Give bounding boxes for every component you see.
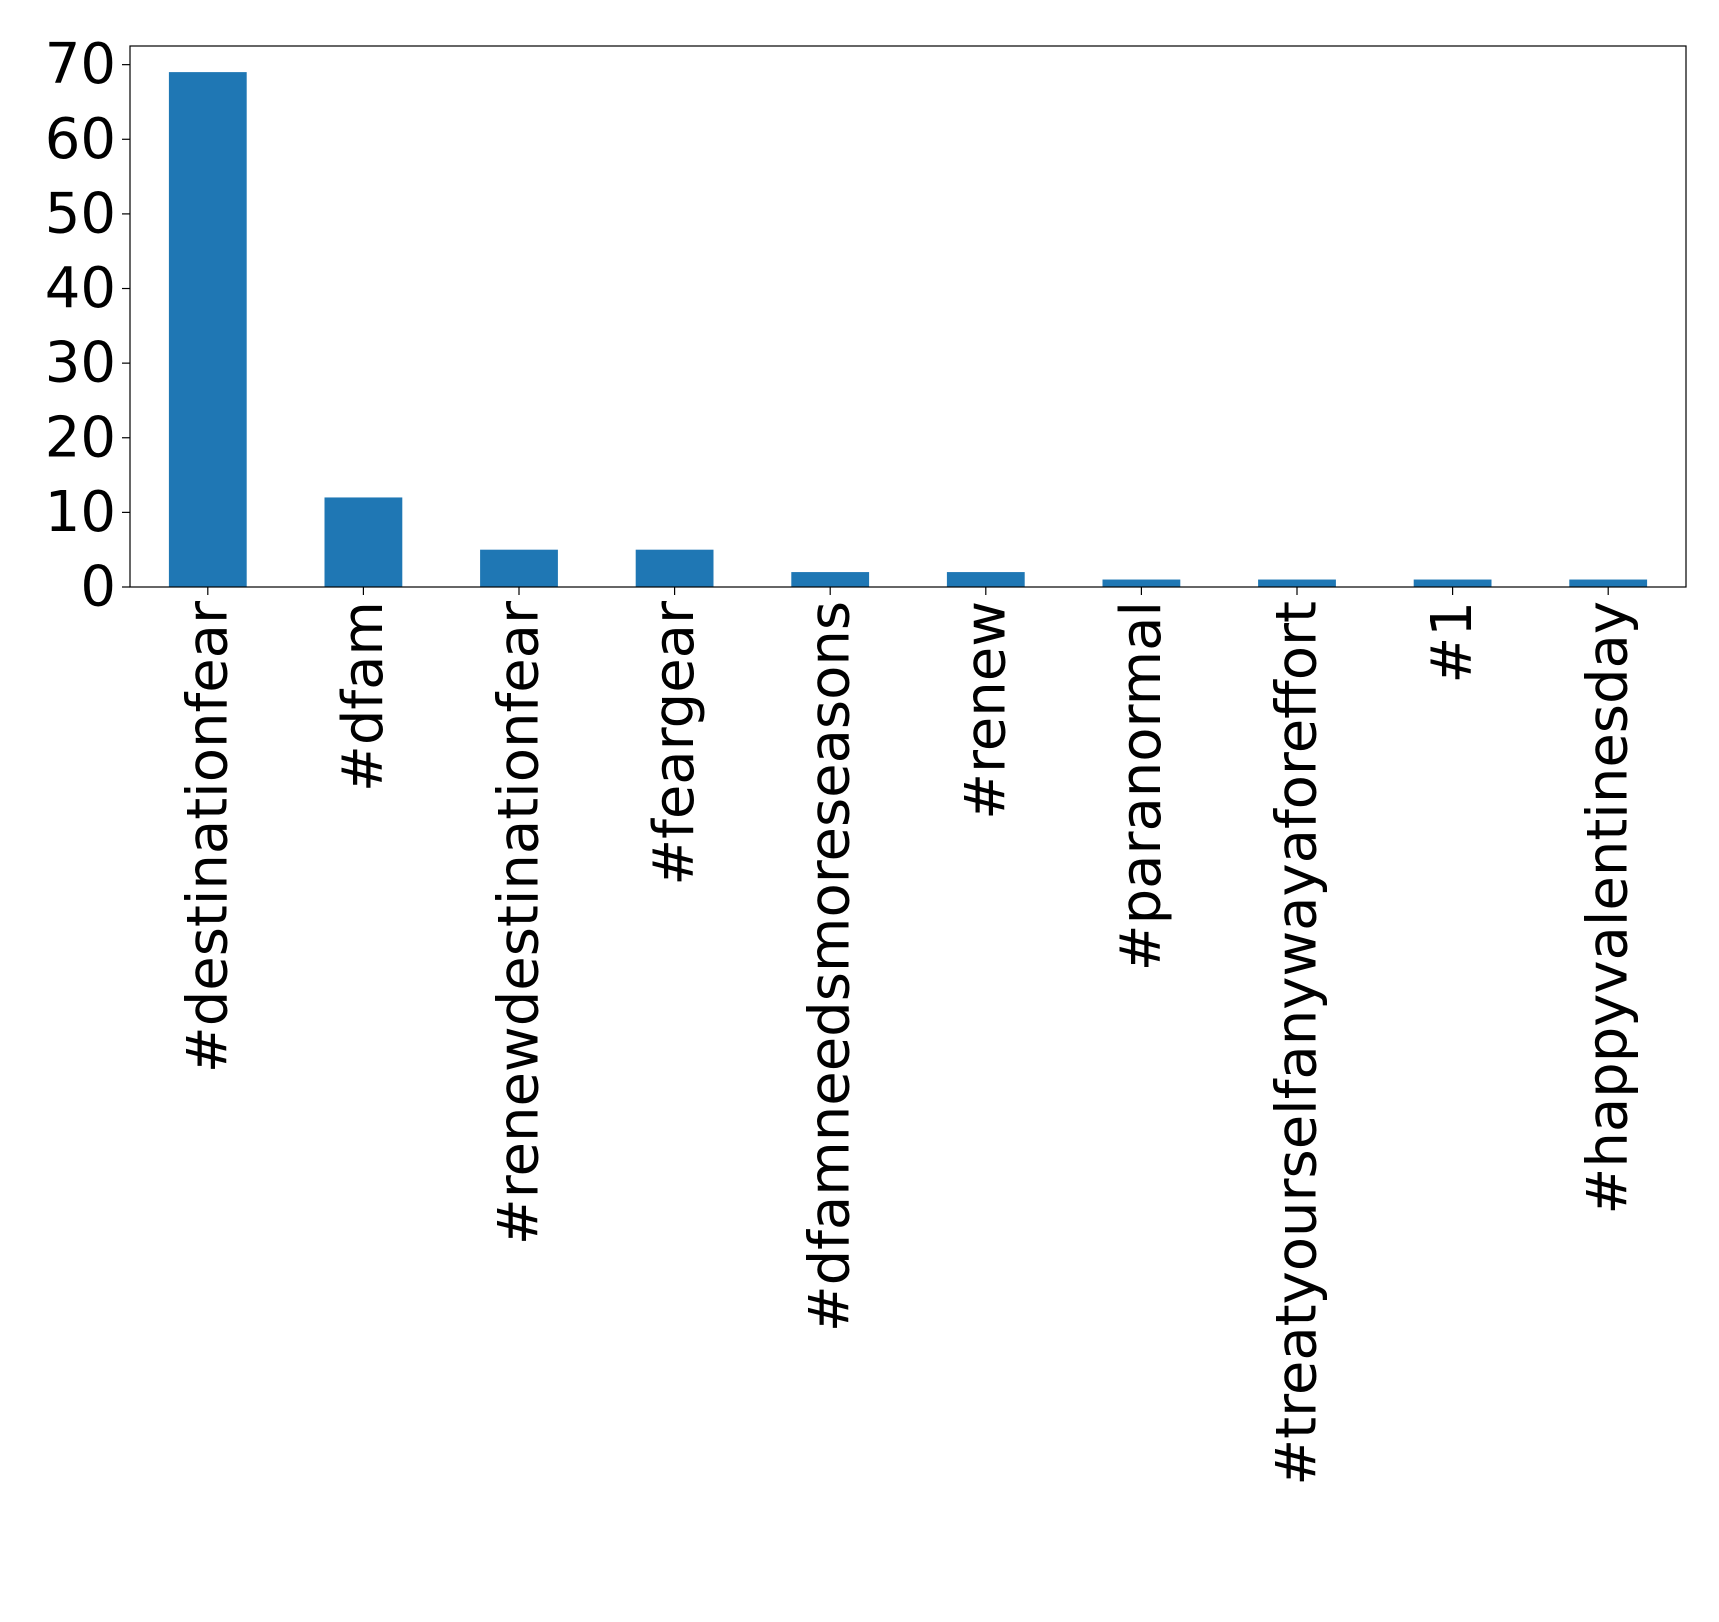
bar-8 bbox=[1413, 579, 1492, 587]
x-tick-label-4: #dfamneedsmoreseasons bbox=[798, 601, 863, 1332]
x-tick-label-5: #renew bbox=[953, 601, 1018, 820]
x-tick-label-7: #treatyourselfanywayaforeffort bbox=[1265, 601, 1330, 1486]
bar-6 bbox=[1102, 579, 1181, 587]
y-tick-label-2: 20 bbox=[45, 405, 116, 470]
x-tick-label-8: #1 bbox=[1420, 601, 1485, 684]
bar-2 bbox=[480, 549, 558, 587]
bar-0 bbox=[168, 72, 247, 587]
y-axis: 0 10 20 30 40 50 60 70 bbox=[45, 32, 130, 620]
bars-group bbox=[168, 72, 1648, 587]
x-tick-label-0: #destinationfear bbox=[175, 600, 240, 1073]
y-tick-label-6: 60 bbox=[45, 107, 116, 172]
y-tick-label-7: 70 bbox=[45, 32, 116, 97]
y-tick-label-0: 0 bbox=[80, 555, 116, 620]
x-tick-label-6: #paranormal bbox=[1109, 601, 1174, 971]
bar-9 bbox=[1569, 579, 1648, 587]
x-axis: #destinationfear #dfam #renewdestinationfe… bbox=[175, 587, 1641, 1486]
y-tick-label-1: 10 bbox=[45, 480, 116, 545]
y-tick-label-5: 50 bbox=[45, 181, 116, 246]
y-tick-label-4: 40 bbox=[45, 256, 116, 321]
bar-1 bbox=[324, 497, 403, 587]
x-tick-label-1: #dfam bbox=[331, 601, 396, 792]
bar-3 bbox=[635, 549, 714, 587]
y-tick-label-3: 30 bbox=[45, 331, 116, 396]
bar-4 bbox=[791, 572, 870, 587]
x-tick-label-2: #renewdestinationfear bbox=[487, 600, 552, 1245]
bar-5 bbox=[946, 572, 1025, 587]
plot-frame bbox=[129, 45, 1687, 588]
bar-7 bbox=[1258, 579, 1336, 587]
x-tick-label-9: #happyvalentinesday bbox=[1576, 601, 1641, 1215]
x-tick-label-3: #feargear bbox=[642, 600, 707, 886]
